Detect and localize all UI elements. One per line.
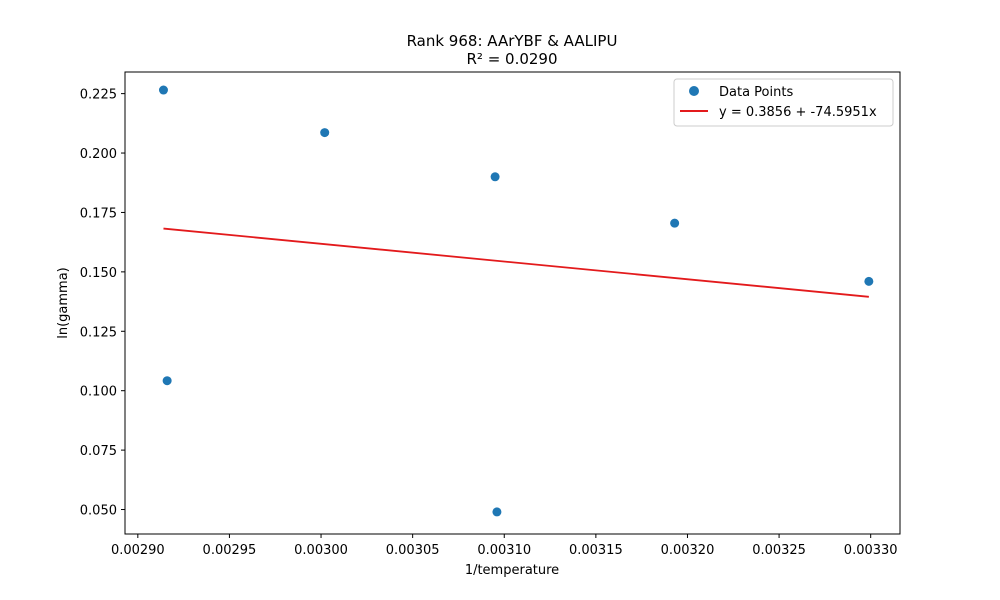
x-tick-label: 0.00330 — [844, 543, 898, 558]
y-axis-label: ln(gamma) — [56, 267, 71, 339]
data-point — [490, 172, 500, 182]
x-axis-label: 1/temperature — [465, 563, 559, 578]
y-tick-label: 0.075 — [80, 444, 117, 459]
fit-line — [163, 227, 869, 298]
x-tick-label: 0.00305 — [386, 543, 440, 558]
y-tick-label: 0.050 — [80, 504, 117, 519]
y-tick-label: 0.125 — [80, 325, 117, 340]
plot-area — [158, 85, 874, 517]
y-tick-label: 0.200 — [80, 147, 117, 162]
data-point — [492, 507, 502, 517]
data-point — [864, 276, 874, 286]
x-axis: 0.00290 0.00295 0.00300 0.00305 0.00310 0.003… — [111, 534, 898, 558]
x-tick-label: 0.00300 — [294, 543, 348, 558]
legend-label-fit: y = 0.3856 + -74.5951x — [719, 105, 877, 120]
y-axis: 0.050 0.075 0.100 0.125 0.150 0.175 0.200 0.225 — [80, 88, 125, 519]
chart-subtitle: R² = 0.0290 — [466, 50, 557, 68]
chart-title: Rank 968: AArYBF & AALIPU — [407, 32, 618, 50]
data-point — [158, 85, 168, 95]
x-tick-label: 0.00325 — [752, 543, 806, 558]
x-tick-label: 0.00315 — [569, 543, 623, 558]
data-point — [320, 128, 330, 138]
y-tick-label: 0.225 — [80, 88, 117, 103]
y-tick-label: 0.100 — [80, 385, 117, 400]
plot-frame — [124, 71, 901, 535]
x-tick-label: 0.00320 — [661, 543, 715, 558]
y-tick-label: 0.150 — [80, 266, 117, 281]
y-tick-label: 0.175 — [80, 206, 117, 221]
legend-box — [673, 78, 894, 127]
data-point — [670, 218, 680, 228]
legend-marker-data-points — [689, 86, 699, 96]
legend: Data Points y = 0.3856 + -74.5951x — [673, 78, 894, 127]
x-tick-label: 0.00295 — [203, 543, 257, 558]
x-tick-label: 0.00310 — [477, 543, 531, 558]
data-point — [162, 376, 172, 386]
legend-label-data-points: Data Points — [719, 85, 793, 100]
x-tick-label: 0.00290 — [111, 543, 165, 558]
